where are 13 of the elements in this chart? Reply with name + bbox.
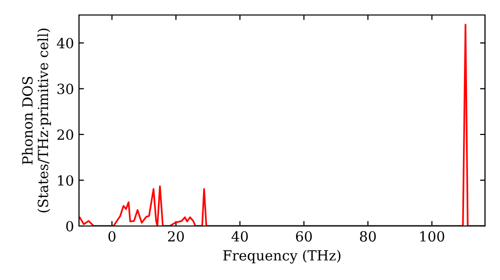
y-tick-label: 30 <box>58 84 74 94</box>
x-tick-label: 0 <box>108 231 116 242</box>
x-tick-label: 100 <box>420 231 444 242</box>
y-axis-title: Phonon DOS (States/THz·primitive cell) <box>22 28 51 212</box>
y-tick-label: 20 <box>57 129 74 140</box>
y-tick-label: 0 <box>66 220 74 232</box>
y-tick-label: 10 <box>58 175 74 186</box>
y-tick-label: 40 <box>56 38 74 48</box>
x-tick-label: 60 <box>296 231 312 242</box>
x-tick-label: 80 <box>360 231 376 242</box>
x-axis-title: Frequency (THz) <box>223 250 340 264</box>
x-tick-label: 40 <box>232 231 248 242</box>
x-tick-label: 20 <box>168 231 184 242</box>
